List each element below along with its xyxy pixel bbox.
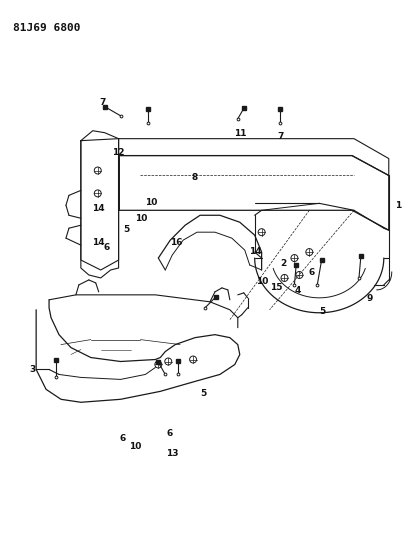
Text: 12: 12 <box>112 148 125 157</box>
Text: 6: 6 <box>103 244 109 253</box>
Text: 15: 15 <box>269 283 282 292</box>
Text: 5: 5 <box>318 307 325 316</box>
Text: 6: 6 <box>308 268 314 277</box>
Text: 14: 14 <box>249 247 261 256</box>
Text: 8: 8 <box>191 173 197 182</box>
Text: 7: 7 <box>277 132 283 141</box>
Text: 6: 6 <box>119 434 126 443</box>
Text: 1: 1 <box>394 201 400 210</box>
Text: 10: 10 <box>128 442 141 451</box>
Text: 5: 5 <box>123 225 130 234</box>
Text: 4: 4 <box>294 286 300 295</box>
Text: 13: 13 <box>165 449 178 458</box>
Text: 9: 9 <box>366 294 372 303</box>
Text: 14: 14 <box>92 238 104 247</box>
Text: 5: 5 <box>199 389 206 398</box>
Text: 10: 10 <box>256 277 268 286</box>
Text: 10: 10 <box>135 214 147 223</box>
Text: 7: 7 <box>99 98 105 107</box>
Text: 2: 2 <box>279 260 285 268</box>
Text: 14: 14 <box>92 204 104 213</box>
Text: 11: 11 <box>233 130 246 139</box>
Text: 16: 16 <box>169 238 182 247</box>
Text: 10: 10 <box>145 198 157 207</box>
Text: 6: 6 <box>166 429 173 438</box>
Text: 3: 3 <box>29 366 35 374</box>
Text: 81J69 6800: 81J69 6800 <box>13 23 81 33</box>
